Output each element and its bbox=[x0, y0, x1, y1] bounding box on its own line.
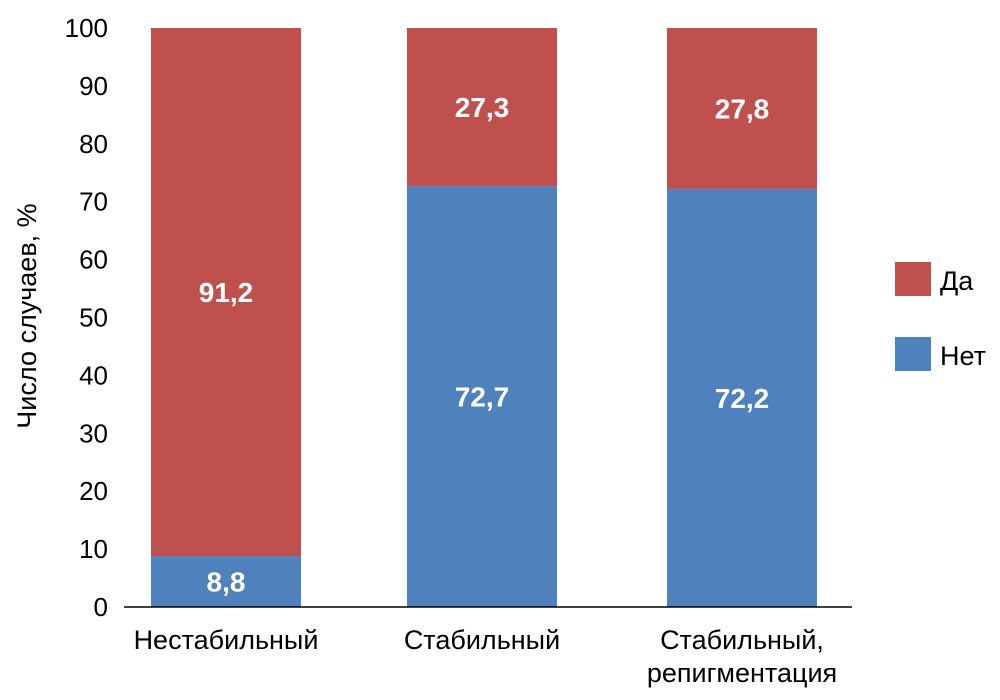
legend: Да Нет bbox=[895, 262, 986, 371]
y-tick-label: 0 bbox=[94, 592, 108, 622]
data-label: 8,8 bbox=[207, 567, 246, 598]
x-category-label: Нестабильный bbox=[134, 625, 319, 655]
y-axis-ticks: 0 10 20 30 40 50 60 70 80 90 100 bbox=[65, 13, 108, 622]
y-tick-label: 80 bbox=[79, 129, 108, 159]
data-label: 27,3 bbox=[455, 92, 510, 123]
y-tick-label: 100 bbox=[65, 13, 108, 43]
data-label: 72,7 bbox=[455, 382, 510, 413]
data-label: 91,2 bbox=[199, 277, 254, 308]
x-category-label: репигментация bbox=[647, 658, 837, 688]
x-axis-categories: Нестабильный Стабильный Стабильный,репигме… bbox=[134, 625, 838, 688]
bar-segment-net bbox=[151, 556, 301, 607]
bar-segment-da bbox=[407, 28, 557, 187]
y-tick-label: 50 bbox=[79, 303, 108, 333]
bar-segment-net bbox=[667, 188, 817, 607]
bar-segment-net bbox=[407, 186, 557, 607]
y-tick-label: 70 bbox=[79, 187, 108, 217]
y-tick-label: 20 bbox=[79, 476, 108, 506]
x-category-label: Стабильный, bbox=[660, 625, 824, 655]
legend-label: Да bbox=[940, 266, 974, 296]
legend-swatch bbox=[895, 262, 931, 296]
bar-segment-da bbox=[667, 28, 817, 189]
legend-label: Нет bbox=[940, 341, 986, 371]
data-label: 27,8 bbox=[715, 93, 770, 124]
x-category-label: Стабильный bbox=[404, 625, 560, 655]
y-tick-label: 60 bbox=[79, 245, 108, 275]
y-axis-label: Число случаев, % bbox=[12, 203, 42, 428]
bars: 8,8 91,2 72,7 27,3 72,2 27,8 bbox=[151, 28, 817, 607]
y-tick-label: 30 bbox=[79, 418, 108, 448]
data-label: 72,2 bbox=[715, 383, 770, 414]
bar-segment-da bbox=[151, 28, 301, 557]
y-tick-label: 40 bbox=[79, 360, 108, 390]
legend-swatch bbox=[895, 337, 931, 371]
y-tick-label: 10 bbox=[79, 534, 108, 564]
y-tick-label: 90 bbox=[79, 71, 108, 101]
